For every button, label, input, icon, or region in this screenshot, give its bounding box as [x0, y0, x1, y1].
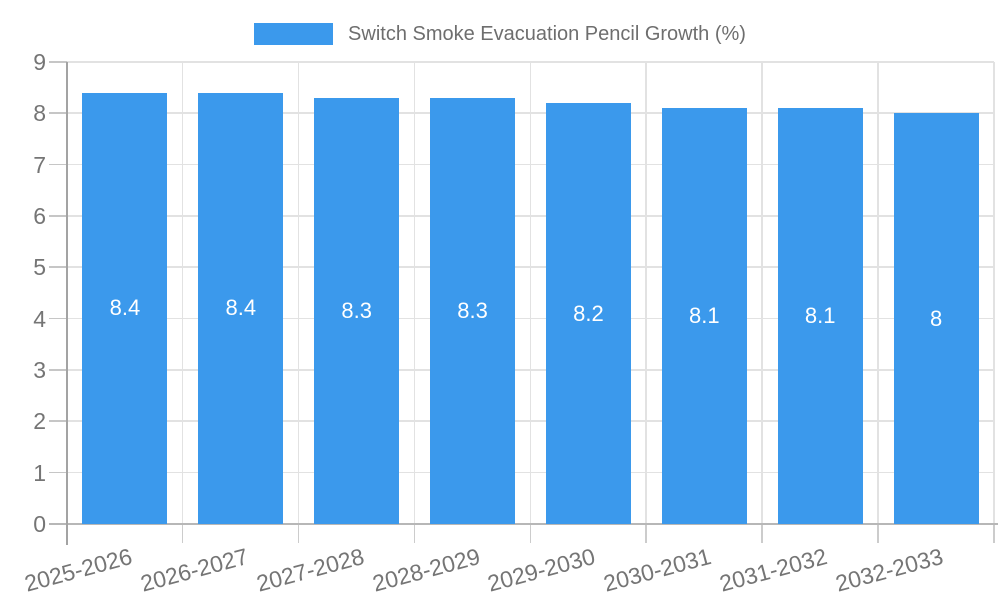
x-gridline	[761, 62, 763, 524]
legend-swatch	[254, 23, 334, 45]
y-axis-line	[66, 62, 68, 545]
x-gridline	[181, 62, 184, 524]
y-axis-tick-label: 0	[33, 511, 46, 537]
bar-value-label: 8.4	[109, 295, 141, 321]
y-gridline	[67, 61, 994, 63]
bar-value-label: 8.3	[341, 297, 372, 323]
y-tick	[49, 61, 67, 63]
y-axis-tick-label: 8	[33, 100, 46, 127]
x-axis-tick-label: 2031-2032	[716, 543, 830, 597]
x-tick	[645, 524, 647, 543]
legend-label: Switch Smoke Evacuation Pencil Growth (%…	[348, 23, 746, 45]
x-axis-tick-label: 2027-2028	[253, 543, 367, 597]
y-tick	[49, 471, 67, 474]
y-tick	[49, 317, 67, 320]
x-axis-tick-label: 2026-2027	[137, 543, 251, 597]
x-tick	[413, 524, 416, 543]
chart-legend[interactable]: Switch Smoke Evacuation Pencil Growth (%…	[0, 23, 1000, 45]
x-axis-tick-label: 2032-2033	[832, 543, 946, 597]
x-gridline	[877, 62, 879, 524]
y-tick	[49, 266, 67, 268]
x-axis-tick-label: 2025-2026	[21, 543, 135, 597]
y-axis-tick-label: 2	[33, 408, 46, 435]
bar	[661, 108, 747, 524]
x-tick	[529, 524, 531, 543]
bar-value-label: 8.4	[225, 295, 257, 321]
x-gridline	[297, 62, 300, 524]
bar-value-label: 8.1	[804, 303, 836, 329]
bar	[777, 108, 863, 524]
y-axis-tick-label: 9	[33, 49, 46, 75]
y-tick	[49, 163, 67, 166]
y-axis-tick-label: 3	[33, 357, 46, 383]
x-gridline	[993, 62, 995, 524]
x-axis-tick-label: 2030-2031	[601, 543, 715, 597]
x-tick	[761, 524, 763, 543]
x-axis-tick-label: 2029-2030	[485, 543, 599, 597]
y-tick	[49, 215, 67, 217]
y-tick	[49, 369, 67, 371]
bar	[314, 97, 400, 524]
y-axis-tick-label: 4	[33, 305, 46, 332]
x-tick	[877, 524, 879, 543]
y-axis-tick-label: 7	[33, 151, 46, 178]
x-tick	[297, 524, 300, 543]
x-tick	[181, 524, 184, 543]
x-gridline	[529, 62, 531, 524]
y-axis-tick-label: 1	[33, 459, 46, 486]
bar	[545, 103, 631, 524]
x-gridline	[413, 62, 416, 524]
bar-value-label: 8.3	[457, 297, 488, 323]
bar	[82, 92, 168, 524]
x-gridline	[645, 62, 647, 524]
y-tick	[49, 420, 67, 422]
bar-value-label: 8.1	[689, 303, 720, 329]
y-axis-tick-label: 6	[33, 203, 46, 229]
bar	[430, 97, 516, 524]
y-axis-tick-label: 5	[33, 254, 46, 281]
y-tick	[49, 112, 67, 114]
x-axis-tick-label: 2028-2029	[369, 543, 483, 597]
bar	[893, 113, 979, 524]
x-axis-line	[49, 523, 998, 525]
x-tick	[993, 524, 995, 543]
bar-value-label: 8	[929, 305, 943, 331]
bar-value-label: 8.2	[573, 300, 604, 326]
bar	[198, 92, 284, 524]
